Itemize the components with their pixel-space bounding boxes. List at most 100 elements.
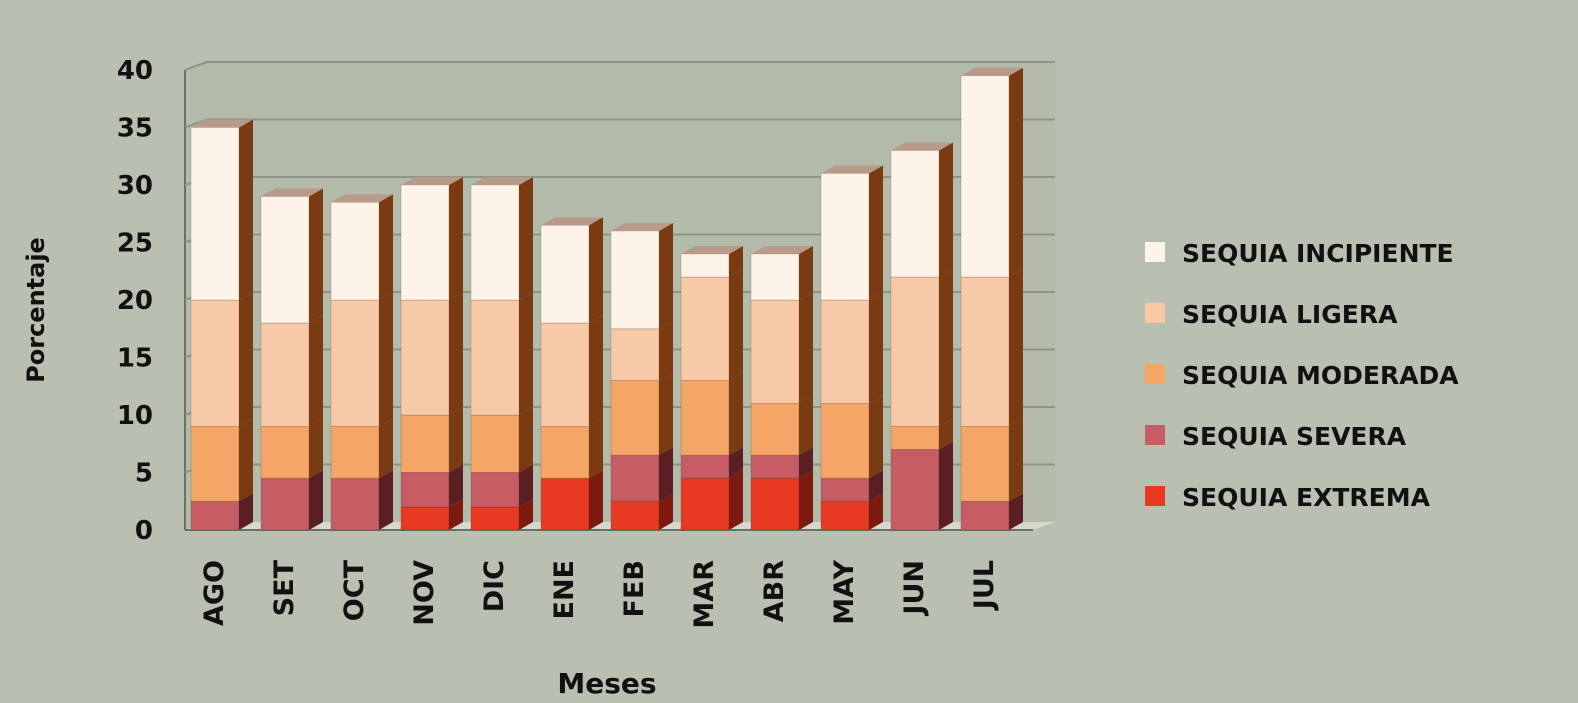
bar-segment — [890, 449, 940, 531]
bar-segment-side — [729, 447, 743, 479]
bar-segment — [890, 276, 940, 427]
bar-segment — [470, 184, 520, 301]
bar-segment-side — [729, 246, 743, 277]
bar-segment — [610, 380, 660, 456]
bar-top — [191, 119, 253, 128]
bar-segment — [750, 299, 800, 404]
bar-segment — [330, 426, 380, 479]
bar-segment-side — [1009, 67, 1023, 277]
x-tick-label: ABR — [759, 560, 790, 622]
bar-segment-side — [589, 315, 603, 427]
legend-swatch — [1145, 364, 1165, 384]
bar-segment-side — [309, 418, 323, 479]
bar-segment — [400, 414, 450, 473]
x-tick-label: FEB — [619, 560, 650, 617]
bar-top — [611, 223, 673, 231]
bar-segment — [540, 426, 590, 479]
x-tick-label: JUN — [899, 560, 930, 617]
bar-top — [401, 177, 463, 185]
bar-segment-side — [729, 269, 743, 381]
bar-stack — [750, 246, 813, 531]
x-axis-label: Meses — [557, 667, 656, 699]
bar-segment — [190, 500, 240, 531]
bar-segment-side — [939, 269, 953, 427]
bar-segment-side — [869, 395, 883, 479]
y-tick-label: 5 — [135, 459, 153, 489]
bar-segment-side — [589, 217, 603, 323]
bar-segment-side — [519, 499, 533, 530]
bar-segment-side — [1009, 418, 1023, 502]
legend-swatch — [1145, 242, 1165, 262]
bar-segment-side — [379, 418, 393, 479]
bars-group — [190, 67, 1023, 531]
bar-segment-side — [379, 470, 393, 530]
x-tick-label: NOV — [409, 560, 440, 626]
bar-stack — [890, 142, 953, 531]
bar-segment-side — [869, 292, 883, 404]
bar-segment-side — [659, 493, 673, 530]
bar-stack — [330, 194, 393, 531]
legend-label: SEQUIA INCIPIENTE — [1182, 239, 1454, 268]
bar-segment — [680, 253, 730, 278]
bar-top — [331, 194, 393, 203]
gridline — [184, 61, 1055, 71]
bar-segment-side — [939, 418, 953, 450]
bar-segment — [190, 299, 240, 427]
bar-segment — [540, 322, 590, 427]
bar-segment-side — [799, 395, 813, 456]
bar-segment-side — [379, 194, 393, 300]
bar-segment — [750, 253, 800, 301]
bar-segment-side — [309, 188, 323, 323]
bar-segment-side — [939, 441, 953, 530]
bar-segment-side — [799, 292, 813, 404]
bar-segment-side — [799, 246, 813, 300]
bar-segment-side — [869, 470, 883, 502]
bar-segment-side — [449, 292, 463, 415]
bar-segment-side — [589, 418, 603, 479]
bar-segment — [330, 477, 380, 531]
y-tick-label: 35 — [117, 114, 153, 144]
y-tick-label: 25 — [117, 229, 153, 259]
bar-stack — [260, 188, 323, 531]
bar-stack — [400, 177, 463, 531]
bar-top — [751, 246, 813, 254]
x-tick-label: MAY — [829, 560, 860, 625]
bar-stack — [190, 119, 253, 531]
bar-segment-side — [659, 447, 673, 502]
y-tick-label: 40 — [117, 56, 153, 86]
bar-segment-side — [659, 372, 673, 456]
bar-segment — [470, 414, 520, 473]
bar-segment-side — [449, 499, 463, 530]
bar-top — [261, 188, 323, 197]
bar-segment — [820, 500, 870, 531]
bar-stack — [820, 165, 883, 531]
bar-segment-side — [729, 372, 743, 456]
bar-segment — [680, 477, 730, 531]
bar-segment — [260, 426, 310, 479]
bar-segment-side — [869, 493, 883, 530]
bar-segment-side — [939, 142, 953, 277]
bar-segment — [960, 276, 1010, 427]
bar-segment-side — [519, 177, 533, 300]
x-tick-label: DIC — [479, 560, 510, 612]
bar-segment-side — [659, 223, 673, 329]
bar-stack — [470, 177, 533, 531]
bar-segment — [820, 173, 870, 301]
bar-segment-side — [449, 177, 463, 300]
y-tick-label: 20 — [117, 286, 153, 316]
bar-segment-side — [589, 470, 603, 530]
bar-segment-side — [239, 119, 253, 300]
bar-segment — [260, 322, 310, 427]
bar-segment-side — [519, 407, 533, 473]
bar-segment-side — [659, 320, 673, 381]
bar-segment-side — [519, 292, 533, 415]
bar-top — [821, 165, 883, 174]
bar-segment-side — [309, 315, 323, 427]
bar-segment — [750, 454, 800, 479]
bar-segment — [400, 299, 450, 416]
bar-top — [471, 177, 533, 185]
bar-segment — [470, 506, 520, 531]
bar-segment — [190, 127, 240, 301]
bar-segment-side — [239, 418, 253, 502]
